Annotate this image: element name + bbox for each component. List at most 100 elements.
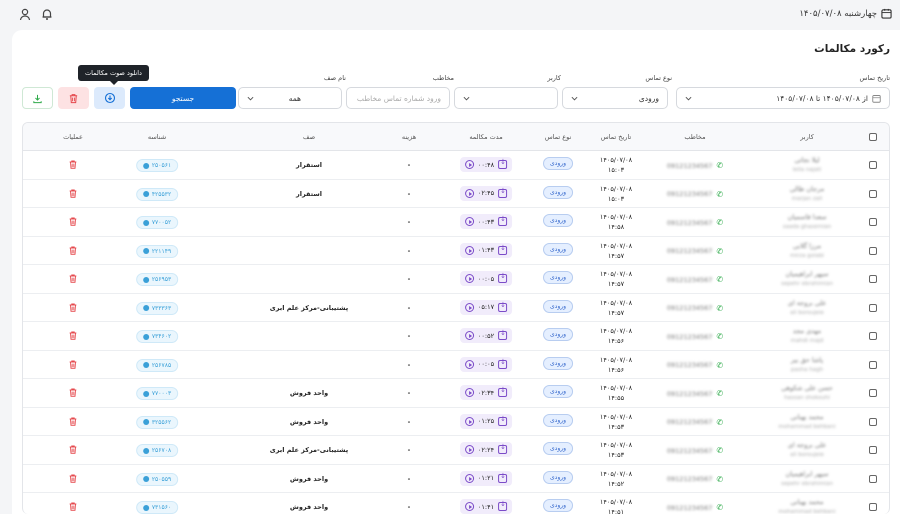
- contact-number: 09121234567: [666, 418, 713, 426]
- delete-button[interactable]: [58, 87, 89, 109]
- row-delete-button[interactable]: [68, 188, 78, 201]
- download-icon[interactable]: [498, 244, 508, 255]
- row-delete-button[interactable]: [68, 330, 78, 343]
- queue-name: واحد فروش: [289, 389, 329, 397]
- row-checkbox[interactable]: [869, 218, 877, 226]
- row-delete-button[interactable]: [68, 216, 78, 229]
- download-icon[interactable]: [498, 187, 508, 198]
- phone-icon[interactable]: ✆: [716, 503, 724, 512]
- row-delete-button[interactable]: [68, 387, 78, 400]
- play-icon[interactable]: [464, 473, 474, 483]
- download-icon[interactable]: [498, 472, 508, 483]
- row-delete-button[interactable]: [68, 359, 78, 372]
- call-time: ۱۵:۰۳: [607, 194, 625, 203]
- row-checkbox[interactable]: [869, 275, 877, 283]
- phone-icon[interactable]: ✆: [716, 474, 724, 484]
- contact-cell: ✆ 09121234567: [667, 446, 723, 455]
- phone-icon[interactable]: ✆: [716, 303, 724, 313]
- id-cell: ۷۷۰۰۵۲: [135, 216, 179, 229]
- row-checkbox[interactable]: [869, 417, 877, 426]
- queue-name: پشتیبانی-مرکز علم ابری: [269, 446, 349, 454]
- download-icon[interactable]: [498, 158, 508, 169]
- row-checkbox[interactable]: [869, 503, 877, 511]
- play-icon[interactable]: [464, 217, 474, 226]
- row-delete-button[interactable]: [68, 245, 78, 258]
- phone-icon[interactable]: ✆: [716, 446, 724, 455]
- download-icon[interactable]: [498, 500, 508, 511]
- play-icon[interactable]: [464, 274, 474, 283]
- play-icon[interactable]: [464, 359, 474, 369]
- play-icon[interactable]: [464, 331, 474, 340]
- row-checkbox[interactable]: [869, 389, 877, 397]
- phone-icon[interactable]: ✆: [716, 417, 724, 427]
- play-icon[interactable]: [464, 245, 474, 255]
- call-date: ۱۴۰۵/۰۷/۰۸: [599, 156, 633, 164]
- call-duration: ۰۱:۴۳: [477, 246, 495, 254]
- call-time: ۱۴:۵۵: [607, 394, 625, 402]
- row-checkbox[interactable]: [869, 446, 877, 454]
- play-icon[interactable]: [464, 445, 474, 454]
- call-type-cell: ورودی: [542, 242, 574, 256]
- play-icon[interactable]: [464, 302, 474, 312]
- date-range-field[interactable]: از ۱۴۰۵/۰۷/۰۸ تا ۱۴۰۵/۰۷/۰۸: [676, 87, 890, 109]
- play-icon[interactable]: [464, 160, 474, 169]
- id-dot-icon: [142, 447, 149, 454]
- user-name: پاشا حق بیر: [790, 355, 824, 364]
- play-icon[interactable]: [464, 188, 474, 198]
- phone-icon[interactable]: ✆: [716, 275, 724, 284]
- user-icon[interactable]: [18, 7, 32, 21]
- download-audio-button[interactable]: [94, 87, 125, 109]
- phone-icon[interactable]: ✆: [716, 246, 724, 256]
- row-delete-button[interactable]: [68, 273, 78, 286]
- user-name: لیلا نجاتی: [794, 156, 820, 164]
- play-icon[interactable]: [464, 416, 474, 426]
- contact-input[interactable]: ورود شماره تماس مخاطب: [346, 87, 450, 109]
- download-icon[interactable]: [498, 358, 508, 369]
- search-button[interactable]: جستجو: [130, 87, 236, 109]
- row-checkbox[interactable]: [869, 161, 877, 169]
- phone-icon[interactable]: ✆: [716, 360, 724, 370]
- user-select[interactable]: [454, 87, 558, 109]
- contact-number: 09121234567: [666, 190, 713, 198]
- row-checkbox[interactable]: [869, 246, 877, 255]
- row-checkbox[interactable]: [869, 189, 877, 198]
- phone-icon[interactable]: ✆: [716, 218, 724, 227]
- col-duration: مدت مکالمه: [469, 133, 503, 141]
- phone-icon[interactable]: ✆: [716, 332, 724, 341]
- row-delete-button[interactable]: [68, 444, 78, 457]
- download-icon[interactable]: [498, 215, 508, 226]
- row-checkbox[interactable]: [869, 332, 877, 340]
- download-icon[interactable]: [498, 415, 508, 426]
- download-icon[interactable]: [498, 443, 508, 454]
- row-delete-button[interactable]: [68, 302, 78, 315]
- queue-select[interactable]: همه: [238, 87, 342, 109]
- phone-icon[interactable]: ✆: [716, 189, 724, 199]
- call-duration: ۰۰:۴۳: [477, 217, 495, 226]
- export-button[interactable]: [22, 87, 53, 109]
- call-type-select[interactable]: ورودی: [562, 87, 668, 109]
- user-subtitle: sepehr ebrahimian: [781, 480, 833, 487]
- select-all-checkbox[interactable]: [869, 133, 877, 141]
- row-delete-button[interactable]: [68, 416, 78, 429]
- row-delete-button[interactable]: [68, 159, 78, 172]
- call-type-cell: ورودی: [542, 271, 574, 284]
- phone-icon[interactable]: ✆: [716, 389, 724, 398]
- play-icon[interactable]: [464, 502, 474, 511]
- call-date: ۱۴۰۵/۰۷/۰۸: [599, 241, 633, 250]
- call-type-cell: ورودی: [542, 299, 574, 313]
- download-icon[interactable]: [498, 301, 508, 312]
- bell-icon[interactable]: [40, 7, 54, 21]
- row-checkbox[interactable]: [869, 474, 877, 483]
- phone-icon[interactable]: ✆: [716, 161, 724, 170]
- call-type-badge: ورودی: [542, 242, 574, 256]
- row-delete-button[interactable]: [68, 473, 78, 486]
- row-delete-button[interactable]: [68, 501, 78, 514]
- download-icon[interactable]: [498, 272, 508, 283]
- trash-icon: [69, 93, 78, 103]
- trash-icon: [69, 303, 77, 312]
- row-checkbox[interactable]: [869, 303, 877, 312]
- download-icon[interactable]: [498, 329, 508, 340]
- play-icon[interactable]: [464, 388, 474, 397]
- download-icon[interactable]: [498, 386, 508, 397]
- row-checkbox[interactable]: [869, 360, 877, 369]
